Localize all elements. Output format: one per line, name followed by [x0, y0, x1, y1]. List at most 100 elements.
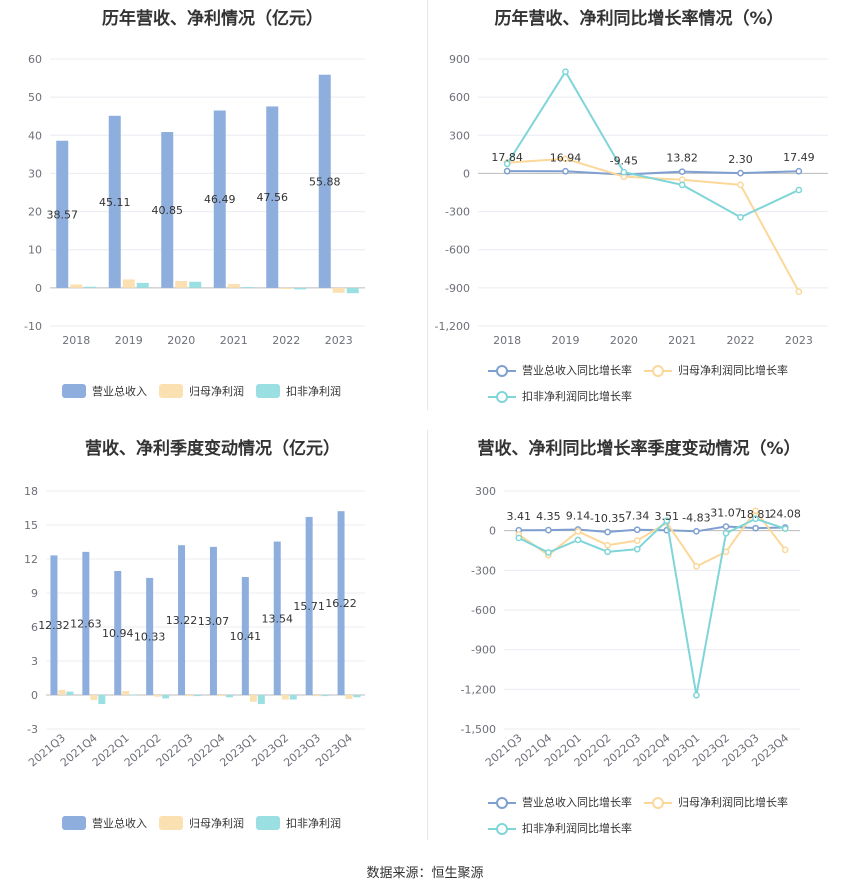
bar-0-7: [273, 541, 281, 695]
point-0-6: [693, 527, 700, 535]
y-tick-label: -900: [445, 282, 470, 295]
legend-label: 归母净利润同比增长率: [678, 364, 788, 377]
data-label: 45.11: [99, 196, 131, 209]
legend-swatch: [644, 364, 672, 378]
data-label: 47.56: [257, 191, 289, 204]
y-tick-label: -600: [471, 604, 496, 617]
point-1-4: [633, 537, 641, 544]
legend-item[interactable]: 营业总收入: [62, 815, 147, 831]
data-label: 9.14: [566, 509, 591, 522]
point-0-7: [722, 523, 730, 530]
legend-item[interactable]: 扣非净利润: [256, 815, 341, 831]
point-0-1: [545, 526, 552, 534]
y-tick-label: 0: [35, 282, 42, 295]
bar-2-1: [136, 282, 149, 288]
bar-1-3: [227, 284, 240, 288]
data-label: 55.88: [309, 175, 341, 188]
legend-item[interactable]: 营业总收入同比增长率: [488, 792, 632, 814]
point-0-3: [678, 168, 686, 176]
bar-2-7: [289, 695, 297, 700]
legend-item[interactable]: 归母净利润: [159, 815, 244, 831]
data-source-note: 数据来源：恒生聚源: [366, 866, 484, 881]
data-label: 4.35: [536, 510, 561, 523]
bar-1-2: [122, 691, 130, 695]
y-tick-label: 3: [31, 655, 38, 668]
point-1-6: [693, 563, 700, 570]
y-tick-label: -300: [471, 564, 496, 577]
data-label: 13.22: [166, 614, 198, 627]
bar-1-1: [122, 279, 135, 288]
bar-0-8: [305, 516, 313, 695]
point-2-0: [515, 534, 523, 542]
bar-1-8: [313, 695, 321, 697]
chart-panel-annual-growth: 历年营收、净利同比增长率情况（%） -1,200 -900 -600 -300 0 300…: [428, 0, 850, 410]
legend-item[interactable]: 归母净利润: [159, 383, 244, 399]
data-label: 38.57: [47, 208, 79, 221]
y-tick-label: 30: [28, 167, 42, 180]
data-label: 46.49: [204, 193, 236, 206]
y-tick-label: -1,500: [461, 723, 496, 736]
legend-label: 营业总收入: [92, 817, 147, 830]
point-1-5: [795, 288, 803, 296]
legend-item[interactable]: 营业总收入: [62, 383, 147, 399]
legend-swatch: [159, 816, 183, 830]
point-2-0: [503, 160, 511, 168]
bar-2-3: [241, 287, 254, 288]
y-tick-label: -10: [24, 320, 42, 333]
y-tick-label: 20: [28, 206, 42, 219]
bar-1-2: [175, 280, 188, 288]
legend-item[interactable]: 归母净利润同比增长率: [644, 792, 788, 814]
legend-item[interactable]: 扣非净利润: [256, 383, 341, 399]
bar-2-4: [194, 695, 202, 697]
bar-1-9: [345, 695, 353, 699]
data-label: -10.35: [590, 512, 625, 525]
legend-swatch: [488, 390, 516, 404]
legend-swatch: [62, 816, 86, 830]
vertical-divider: [427, 0, 428, 410]
y-tick-label: 18: [24, 485, 38, 498]
bar-1-6: [249, 695, 257, 702]
legend-item[interactable]: 扣非净利润同比增长率: [488, 386, 632, 408]
legend-swatch: [256, 384, 280, 398]
data-label: -4.83: [682, 511, 710, 524]
legend-label: 扣非净利润: [286, 817, 341, 830]
legend-swatch: [488, 822, 516, 836]
y-tick-label: 0: [489, 525, 496, 538]
data-label: 10.41: [230, 630, 262, 643]
series-line-2: [506, 69, 800, 219]
point-0-4: [633, 526, 641, 534]
data-label: 15.71: [293, 600, 325, 613]
point-2-5: [663, 517, 671, 525]
legend-item[interactable]: 营业总收入同比增长率: [488, 360, 632, 382]
x-tick-label: 2023: [325, 334, 353, 347]
bar-0-4: [266, 106, 279, 288]
bar-0-0: [56, 140, 69, 288]
x-tick-label: 2020: [167, 334, 195, 347]
x-tick-label: 2019: [115, 334, 143, 347]
data-label: 13.82: [666, 152, 698, 165]
chart-title: 营收、净利同比增长率季度变动情况（%）: [477, 439, 801, 459]
bar-1-7: [281, 695, 289, 700]
bar-1-4: [280, 287, 293, 290]
bar-2-3: [162, 695, 170, 699]
legend-label: 扣非净利润同比增长率: [522, 390, 632, 403]
chart-legend: 营业总收入 归母净利润 扣非净利润: [62, 815, 353, 833]
bar-1-4: [186, 695, 194, 697]
data-label: 24.08: [769, 507, 801, 520]
bar-0-6: [241, 577, 249, 695]
data-label: 13.07: [198, 615, 230, 628]
y-tick-label: 60: [28, 53, 42, 66]
legend-item[interactable]: 归母净利润同比增长率: [644, 360, 788, 382]
legend-item[interactable]: 扣非净利润同比增长率: [488, 818, 632, 840]
chart-panel-annual-revenue-profit: 历年营收、净利情况（亿元） -10 0 10 20 30 40 50 60 2018 2019 20…: [0, 0, 425, 410]
series-line-0: [507, 170, 799, 176]
bar-0-1: [82, 551, 90, 695]
y-tick-label: -300: [445, 206, 470, 219]
data-label: 3.41: [507, 510, 532, 523]
point-1-8: [752, 507, 759, 515]
data-label: 10.33: [134, 630, 166, 643]
x-tick-label: 2021: [220, 334, 248, 347]
bar-2-0: [84, 286, 97, 288]
data-label: 13.54: [262, 612, 294, 625]
y-tick-label: 9: [31, 587, 38, 600]
